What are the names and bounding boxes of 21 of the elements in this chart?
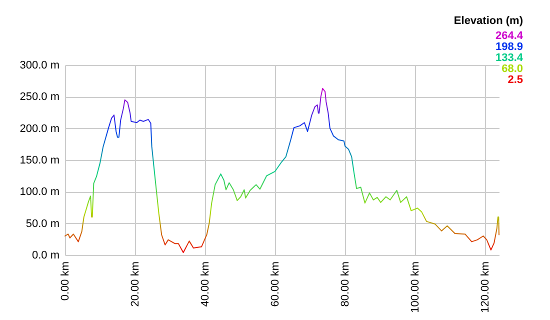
text: 133.4: [495, 52, 524, 64]
x-tick-label: 120.00 km: [480, 262, 492, 313]
x-tick-label: 20.00 km: [130, 262, 142, 307]
line-series: [64, 88, 500, 253]
x-tick-label: 100.00 km: [410, 262, 422, 313]
text: 264.4: [495, 30, 524, 42]
x-tick-label: 80.00 km: [340, 262, 352, 307]
y-tick-label: 200.0 m: [20, 122, 60, 135]
x-tick-label: 0.00 km: [60, 262, 72, 301]
x-tick-label: 40.00 km: [200, 262, 212, 307]
text: 198.9: [495, 41, 523, 53]
y-tick-label: 150.0 m: [20, 154, 60, 166]
y-tick-label: 100.0 m: [20, 186, 60, 198]
x-tick-label: 60.00 km: [270, 262, 282, 307]
y-tick-label: 0.0 m: [32, 250, 60, 262]
legend-title: Elevation (m): [454, 15, 524, 27]
y-tick-label: 250.0 m: [20, 91, 60, 104]
y-tick-label: 50.0 m: [26, 218, 60, 230]
y-tick-label: 300.0 m: [20, 60, 60, 72]
text: 68.0: [502, 63, 523, 75]
text: 2.5: [508, 74, 523, 86]
